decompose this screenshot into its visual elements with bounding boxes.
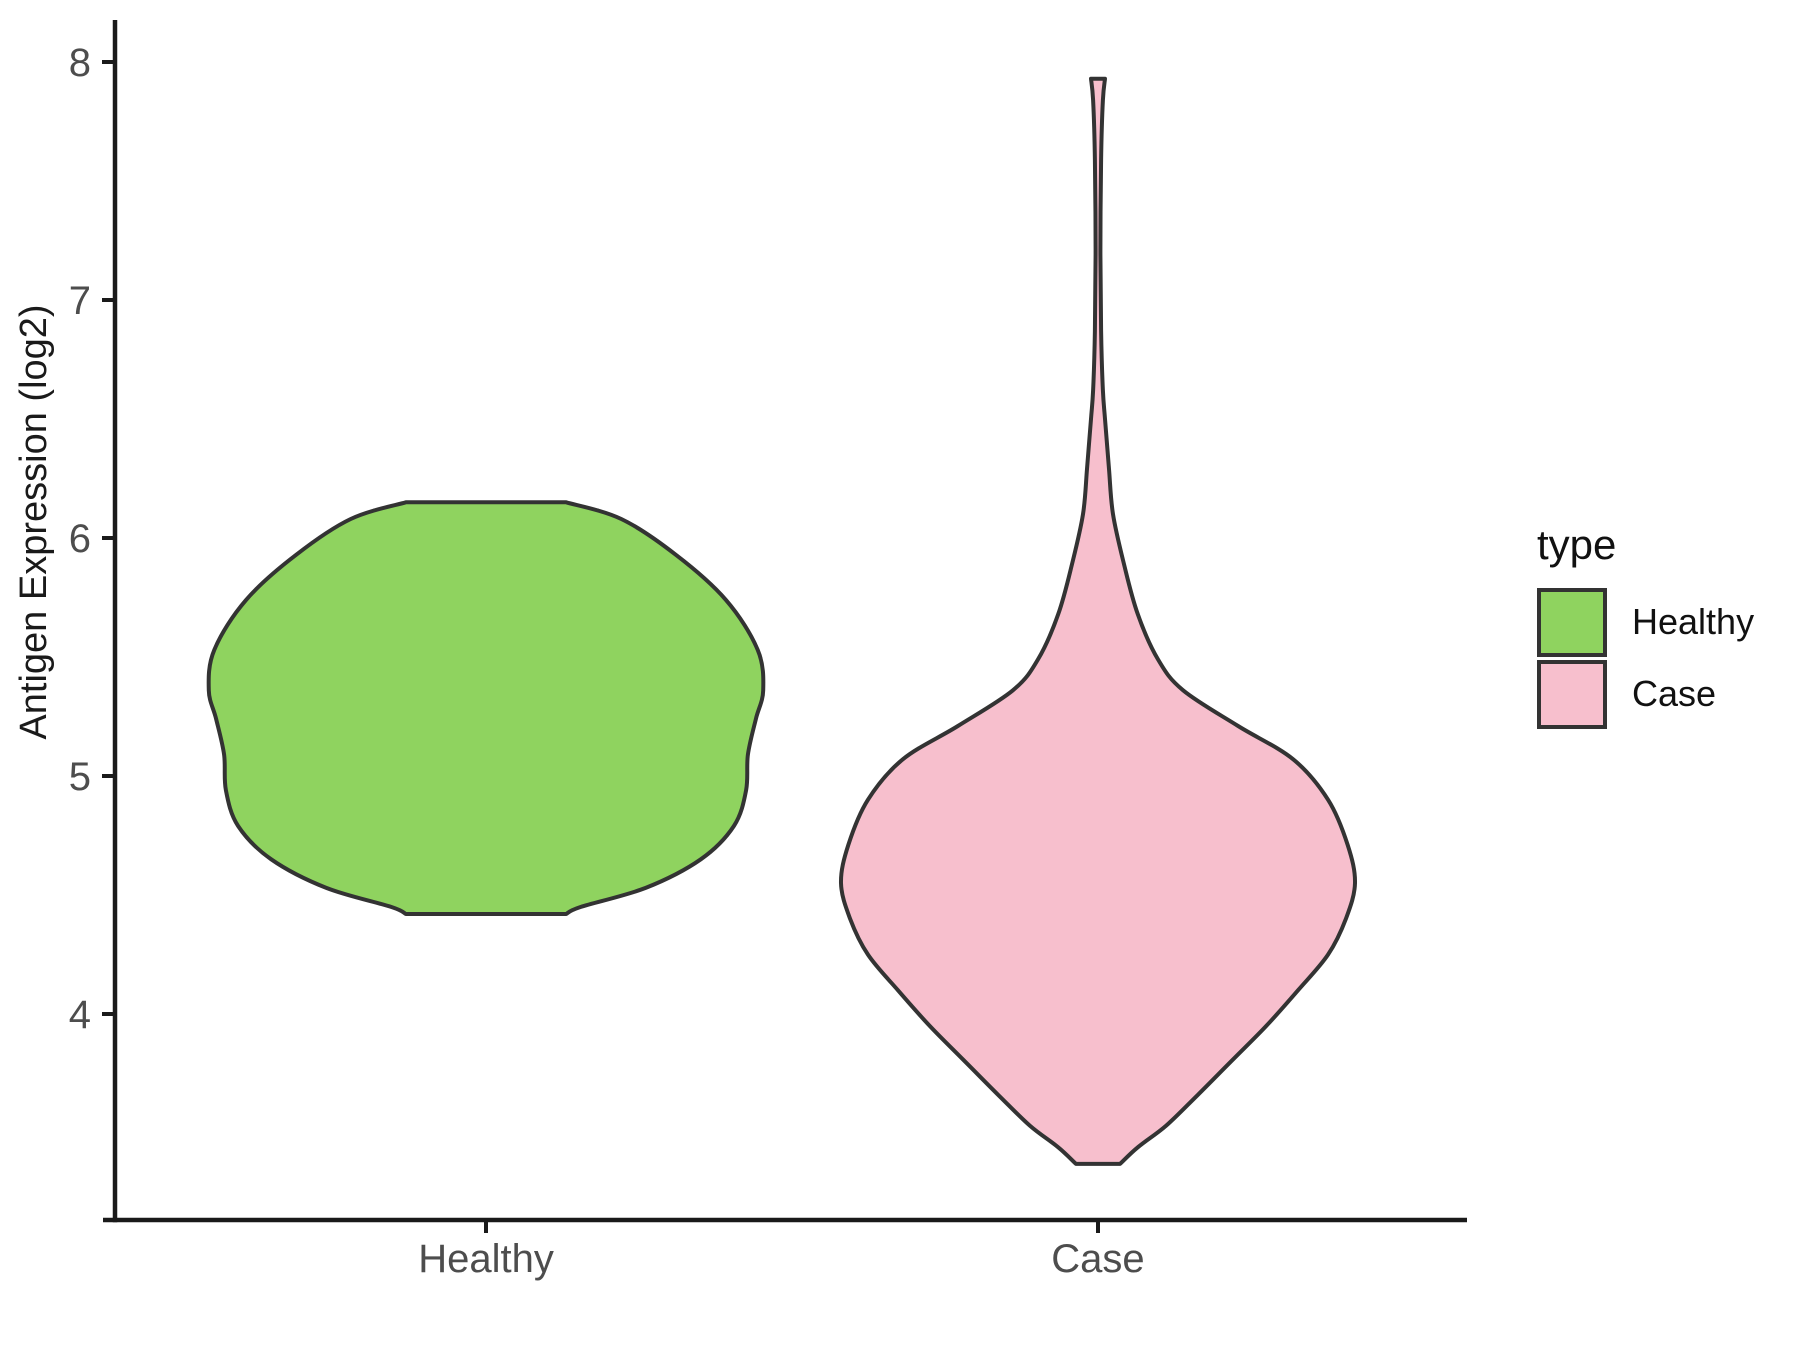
violin-healthy bbox=[206, 500, 766, 916]
y-tick-label-4: 4 bbox=[69, 993, 91, 1037]
legend-title: type bbox=[1537, 521, 1617, 568]
axes-layer bbox=[102, 20, 1467, 1233]
legend-key-healthy-swatch bbox=[1537, 587, 1607, 657]
y-tick-label-7: 7 bbox=[69, 279, 91, 323]
legend-label-healthy: Healthy bbox=[1632, 601, 1755, 642]
legend-label-case: Case bbox=[1632, 673, 1717, 714]
legend-key-case-swatch bbox=[1537, 659, 1607, 729]
legend-item-healthy: Healthy bbox=[1537, 586, 1754, 658]
y-tick-label-6: 6 bbox=[69, 517, 91, 561]
y-tick-label-5: 5 bbox=[69, 755, 91, 799]
legend-item-case: Case bbox=[1537, 658, 1754, 730]
x-category-label-healthy: Healthy bbox=[418, 1237, 554, 1281]
tick-labels-layer: 4 5 6 7 8 Healthy Case bbox=[69, 41, 1145, 1281]
violins-layer bbox=[206, 76, 1358, 1166]
y-tick-label-8: 8 bbox=[69, 41, 91, 85]
legend: type Healthy Case bbox=[1537, 524, 1754, 730]
x-category-label-case: Case bbox=[1051, 1237, 1144, 1281]
y-axis-title: Antigen Expression (log2) bbox=[13, 304, 55, 739]
violin-case bbox=[838, 76, 1358, 1166]
